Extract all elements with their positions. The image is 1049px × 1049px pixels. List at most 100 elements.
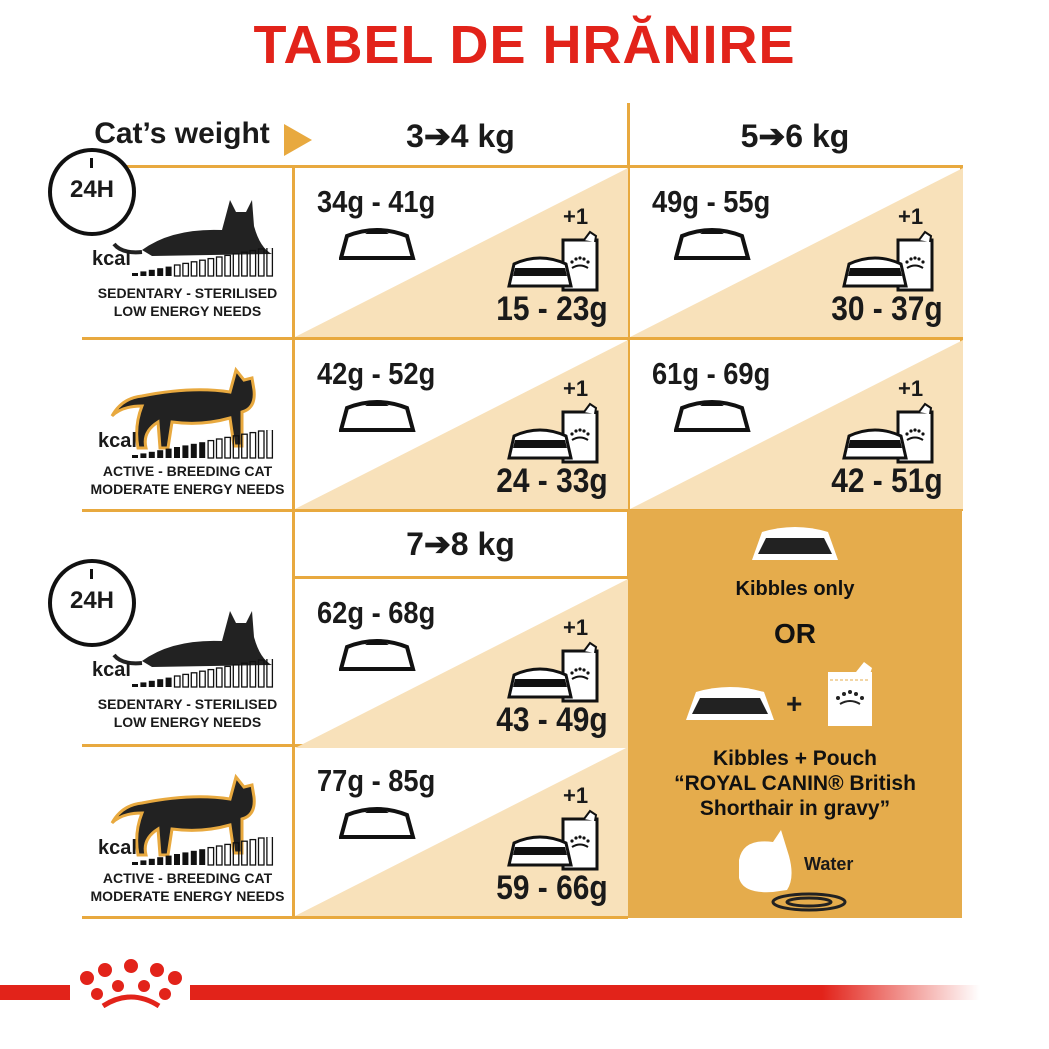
grid-line: [82, 509, 962, 512]
feeding-cell: 62g - 68g +1 43 - 49g: [295, 579, 630, 748]
kibbles-only-amount: 34g - 41g: [317, 184, 436, 219]
profile-line-2: MODERATE ENERGY NEEDS: [90, 888, 285, 904]
kibble-bowl-icon: [752, 527, 838, 560]
plus-one-pouch-label: +1: [563, 783, 589, 808]
arrow-right-icon: [284, 124, 312, 156]
profile-active: kcal ACTIVE - BREEDING CAT MODERATE ENERGY…: [82, 747, 293, 917]
profile-sedentary: 24H kcal SEDENTARY - STERILISED LOW ENERGY …: [48, 559, 293, 749]
weight-header-5-6kg: 5➔6 kg: [740, 118, 850, 154]
plus-one-pouch-label: +1: [563, 204, 589, 229]
bowl-icon: [339, 400, 416, 432]
cream-diagonal: [630, 340, 963, 509]
24h-label: 24H: [69, 176, 115, 203]
kcal-label: kcal: [98, 837, 137, 859]
kibbles-pouch-label: Kibbles + Pouch “ROYAL CANIN® British Sh…: [628, 746, 962, 821]
kibbles-only-amount: 49g - 55g: [652, 184, 771, 219]
bowl-icon: [674, 228, 751, 260]
energy-level-bars: [132, 248, 274, 277]
grid-line: [82, 337, 962, 340]
kibble-bowl-icon: [686, 687, 774, 720]
profile-line-1: SEDENTARY - STERILISED: [97, 696, 278, 712]
plus-one-pouch-label: +1: [563, 376, 589, 401]
feeding-cell: 61g - 69g +1 42 - 51g: [630, 340, 965, 509]
profile-line-1: ACTIVE - BREEDING CAT: [102, 463, 273, 479]
walking-cat-icon: [110, 773, 256, 857]
pouch-icon: [828, 662, 872, 726]
or-label: OR: [774, 618, 816, 649]
energy-level-bars: [132, 837, 274, 866]
cream-diagonal: [295, 340, 628, 509]
24h-label: 24H: [69, 587, 115, 614]
walking-cat-icon: [110, 366, 256, 450]
profile-label: SEDENTARY - STERILISED LOW ENERGY NEEDS: [82, 695, 293, 731]
small-bowl-icon: [842, 256, 908, 288]
pouch-line-3: Shorthair in gravy”: [699, 797, 891, 820]
profile-sedentary: 24H kcal SEDENTARY - STERILISED LOW ENERGY …: [48, 148, 293, 338]
grid-line: [112, 165, 962, 168]
profile-line-1: ACTIVE - BREEDING CAT: [102, 870, 273, 886]
kibbles-only-amount: 42g - 52g: [317, 356, 436, 391]
lying-cat-24h-icon: [112, 200, 272, 256]
small-bowl-icon: [507, 256, 573, 288]
lying-cat-24h-icon: [112, 611, 272, 667]
grid-line: [960, 165, 963, 511]
page-title: TABEL DE HRĂNIRE: [253, 15, 796, 75]
weight-header-3-4kg: 3➔4 kg: [406, 118, 515, 154]
pouch-line-1: Kibbles + Pouch: [713, 747, 877, 770]
cat-drinking-water-icon: [739, 830, 847, 912]
profile-active: kcal ACTIVE - BREEDING CAT MODERATE ENERGY…: [82, 340, 293, 510]
feeding-cell: 49g - 55g +1 30 - 37g: [630, 168, 965, 337]
grid-line: [627, 103, 630, 511]
kibbles-with-pouch-amount: 59 - 66g: [496, 869, 608, 907]
cats-weight-label: Cat’s weight: [94, 117, 270, 150]
pouch-line-2: “ROYAL CANIN® British: [674, 772, 916, 795]
small-bowl-icon: [507, 667, 573, 699]
feeding-cell: 42g - 52g +1 24 - 33g: [295, 340, 630, 509]
profile-line-2: LOW ENERGY NEEDS: [113, 714, 262, 730]
bowl-icon: [339, 807, 416, 839]
feeding-cell: 34g - 41g +1 15 - 23g: [295, 168, 630, 337]
kibbles-only-amount: 77g - 85g: [317, 763, 436, 798]
plus-one-pouch-label: +1: [563, 615, 589, 640]
grid-line: [82, 916, 628, 919]
24h-clock-icon: 24H: [48, 559, 136, 647]
bowl-icon: [339, 228, 416, 260]
weight-header-7-8kg: 7➔8 kg: [406, 526, 515, 562]
energy-level-bars: [132, 659, 274, 688]
legend-panel: Kibbles only OR + Kibbles + Pouch “ROYAL…: [628, 510, 962, 918]
grid-line: [293, 576, 628, 579]
profile-line-1: SEDENTARY - STERILISED: [97, 285, 278, 301]
bowl-icon: [339, 639, 416, 671]
grid-line: [292, 165, 295, 918]
profile-label: ACTIVE - BREEDING CAT MODERATE ENERGY NEE…: [82, 869, 293, 905]
small-bowl-icon: [507, 428, 573, 460]
kibbles-only-amount: 62g - 68g: [317, 595, 436, 630]
kibbles-with-pouch-amount: 43 - 49g: [496, 701, 608, 739]
cream-diagonal: [295, 579, 628, 748]
profile-label: ACTIVE - BREEDING CAT MODERATE ENERGY NEE…: [82, 462, 293, 498]
royal-canin-crown-logo: [80, 959, 182, 1008]
kibbles-with-pouch-amount: 15 - 23g: [496, 290, 608, 328]
plus-one-pouch-label: +1: [898, 376, 924, 401]
feeding-cell: 77g - 85g +1 59 - 66g: [295, 747, 630, 916]
water-label: Water: [804, 854, 854, 874]
kibbles-with-pouch-amount: 24 - 33g: [496, 462, 608, 500]
plus-label: +: [786, 688, 803, 719]
footer-bar-right: [190, 985, 980, 1000]
kibbles-only-label: Kibbles only: [735, 578, 855, 600]
energy-level-bars: [132, 430, 274, 459]
footer-bar-left: [0, 985, 70, 1000]
kibbles-with-pouch-amount: 30 - 37g: [831, 290, 943, 328]
plus-one-pouch-label: +1: [898, 204, 924, 229]
small-bowl-icon: [507, 835, 573, 867]
profile-line-2: LOW ENERGY NEEDS: [113, 303, 262, 319]
kcal-label: kcal: [98, 430, 137, 452]
profile-line-2: MODERATE ENERGY NEEDS: [90, 481, 285, 497]
kibbles-with-pouch-amount: 42 - 51g: [831, 462, 943, 500]
small-bowl-icon: [842, 428, 908, 460]
profile-label: SEDENTARY - STERILISED LOW ENERGY NEEDS: [82, 284, 293, 320]
bowl-icon: [674, 400, 751, 432]
cream-diagonal: [295, 168, 628, 337]
kibbles-only-amount: 61g - 69g: [652, 356, 771, 391]
kcal-label: kcal: [92, 659, 131, 681]
